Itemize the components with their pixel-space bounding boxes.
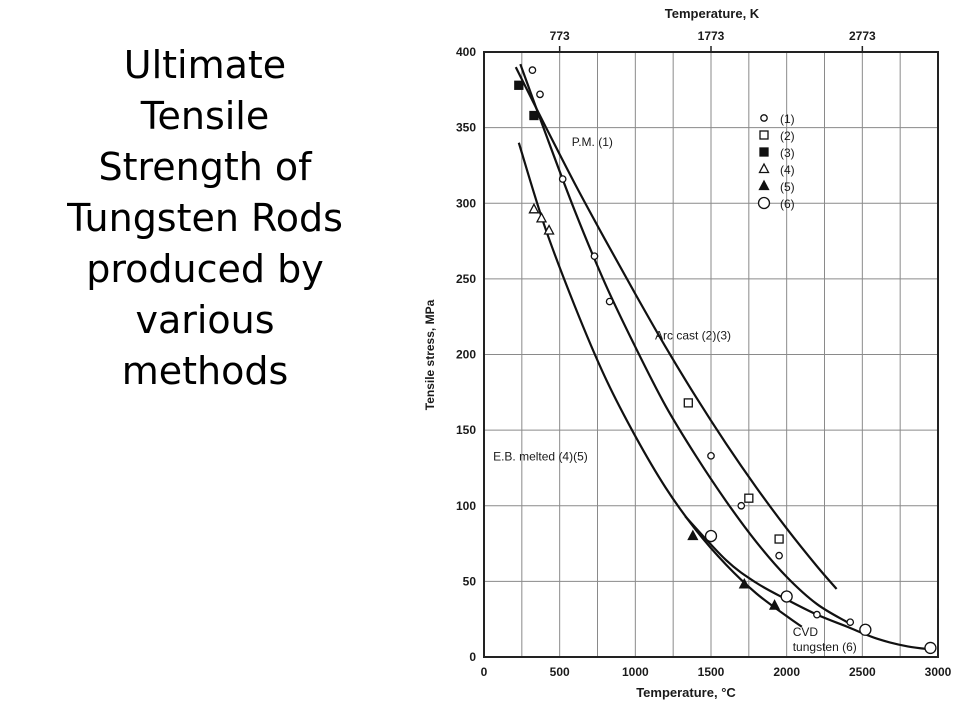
y-tick-label: 400 (456, 45, 476, 59)
curve-label-annotation: tungsten (6) (793, 640, 857, 654)
data-point (744, 493, 754, 503)
data-point (704, 529, 718, 543)
data-point (558, 175, 567, 183)
title-line: various (135, 298, 275, 342)
chart-grid (483, 51, 939, 658)
data-point (590, 252, 599, 261)
title-line: produced by (86, 247, 324, 291)
y-tick-label: 250 (456, 272, 476, 286)
x-axis-label: Temperature, °C (636, 685, 736, 700)
data-point (528, 66, 537, 75)
y-tick-label: 200 (456, 348, 476, 362)
title-line: methods (121, 349, 289, 393)
y-tick-label: 100 (456, 499, 476, 513)
top-tick-label: 1773 (698, 29, 725, 43)
y-tick-label: 50 (463, 574, 477, 588)
curve-label: CVD (793, 625, 819, 639)
title-line: Ultimate (123, 43, 287, 87)
data-point (768, 599, 781, 610)
data-point (535, 211, 548, 223)
data-point (775, 551, 783, 560)
data-point (514, 80, 524, 90)
x-tick-label: 1500 (698, 665, 725, 679)
title-line: Tungsten Rods (67, 196, 343, 240)
x-tick-label: 2500 (849, 665, 876, 679)
legend-marker (760, 114, 768, 122)
legend-marker (757, 196, 771, 210)
y-tick-label: 150 (456, 423, 476, 437)
top-tick-label: 773 (550, 29, 570, 43)
curve-label: P.M. (1) (572, 135, 613, 149)
x-tick-label: 1000 (622, 665, 649, 679)
data-point (707, 451, 715, 460)
x-tick-label: 2000 (773, 665, 800, 679)
top-axis-label: Temperature, K (665, 6, 760, 21)
top-tick-label: 2773 (849, 29, 876, 43)
data-point (924, 641, 937, 655)
legend-label: (5) (780, 180, 795, 194)
data-markers (514, 66, 937, 655)
y-axis-label: Tensile stress, MPa (423, 299, 437, 410)
data-point (737, 501, 746, 510)
data-point (687, 529, 699, 541)
data-point (529, 110, 539, 121)
x-tick-label: 3000 (925, 665, 952, 679)
legend-label: (2) (780, 129, 795, 143)
legend-marker (759, 130, 769, 140)
title-line: Tensile (140, 94, 270, 138)
legend-label: (6) (780, 197, 795, 211)
curve-line (514, 66, 838, 590)
legend-marker (758, 179, 770, 191)
data-point (859, 623, 872, 636)
curve-line (519, 63, 848, 624)
x-tick-label: 0 (481, 665, 488, 679)
data-point (780, 590, 793, 603)
data-point (774, 534, 784, 544)
legend-label: (3) (780, 146, 795, 160)
slide-title: Ultimate Tensile Strength of Tungsten Ro… (20, 40, 390, 397)
y-tick-label: 300 (456, 196, 476, 210)
curve-line (517, 142, 803, 628)
curve-labels: P.M. (1) Arc cast (2)(3) E.B. melted (4)(5… (493, 135, 857, 654)
tick-labels: 0 500 1000 1500 2000 2500 3000 0 50 100 150 200 250 3… (456, 29, 952, 679)
data-point (543, 224, 555, 235)
legend-label: (1) (780, 112, 795, 126)
legend-label: (4) (780, 163, 795, 177)
fit-curves (514, 63, 933, 651)
data-point (738, 578, 750, 589)
curve-label: Arc cast (2)(3) (655, 328, 731, 342)
legend-marker (758, 162, 770, 174)
chart-legend: (1) (2) (3) (4) (5) (6) (757, 112, 795, 211)
curve-label: E.B. melted (4)(5) (493, 449, 588, 463)
title-line: Strength of (98, 145, 312, 189)
x-tick-label: 500 (550, 665, 570, 679)
data-point (528, 202, 540, 214)
y-tick-label: 350 (456, 121, 476, 135)
legend-marker (759, 147, 769, 157)
data-point (605, 297, 614, 306)
y-tick-label: 0 (469, 650, 476, 664)
data-point (683, 398, 693, 408)
data-point (536, 90, 544, 99)
data-point (846, 618, 855, 627)
data-point (813, 610, 821, 619)
